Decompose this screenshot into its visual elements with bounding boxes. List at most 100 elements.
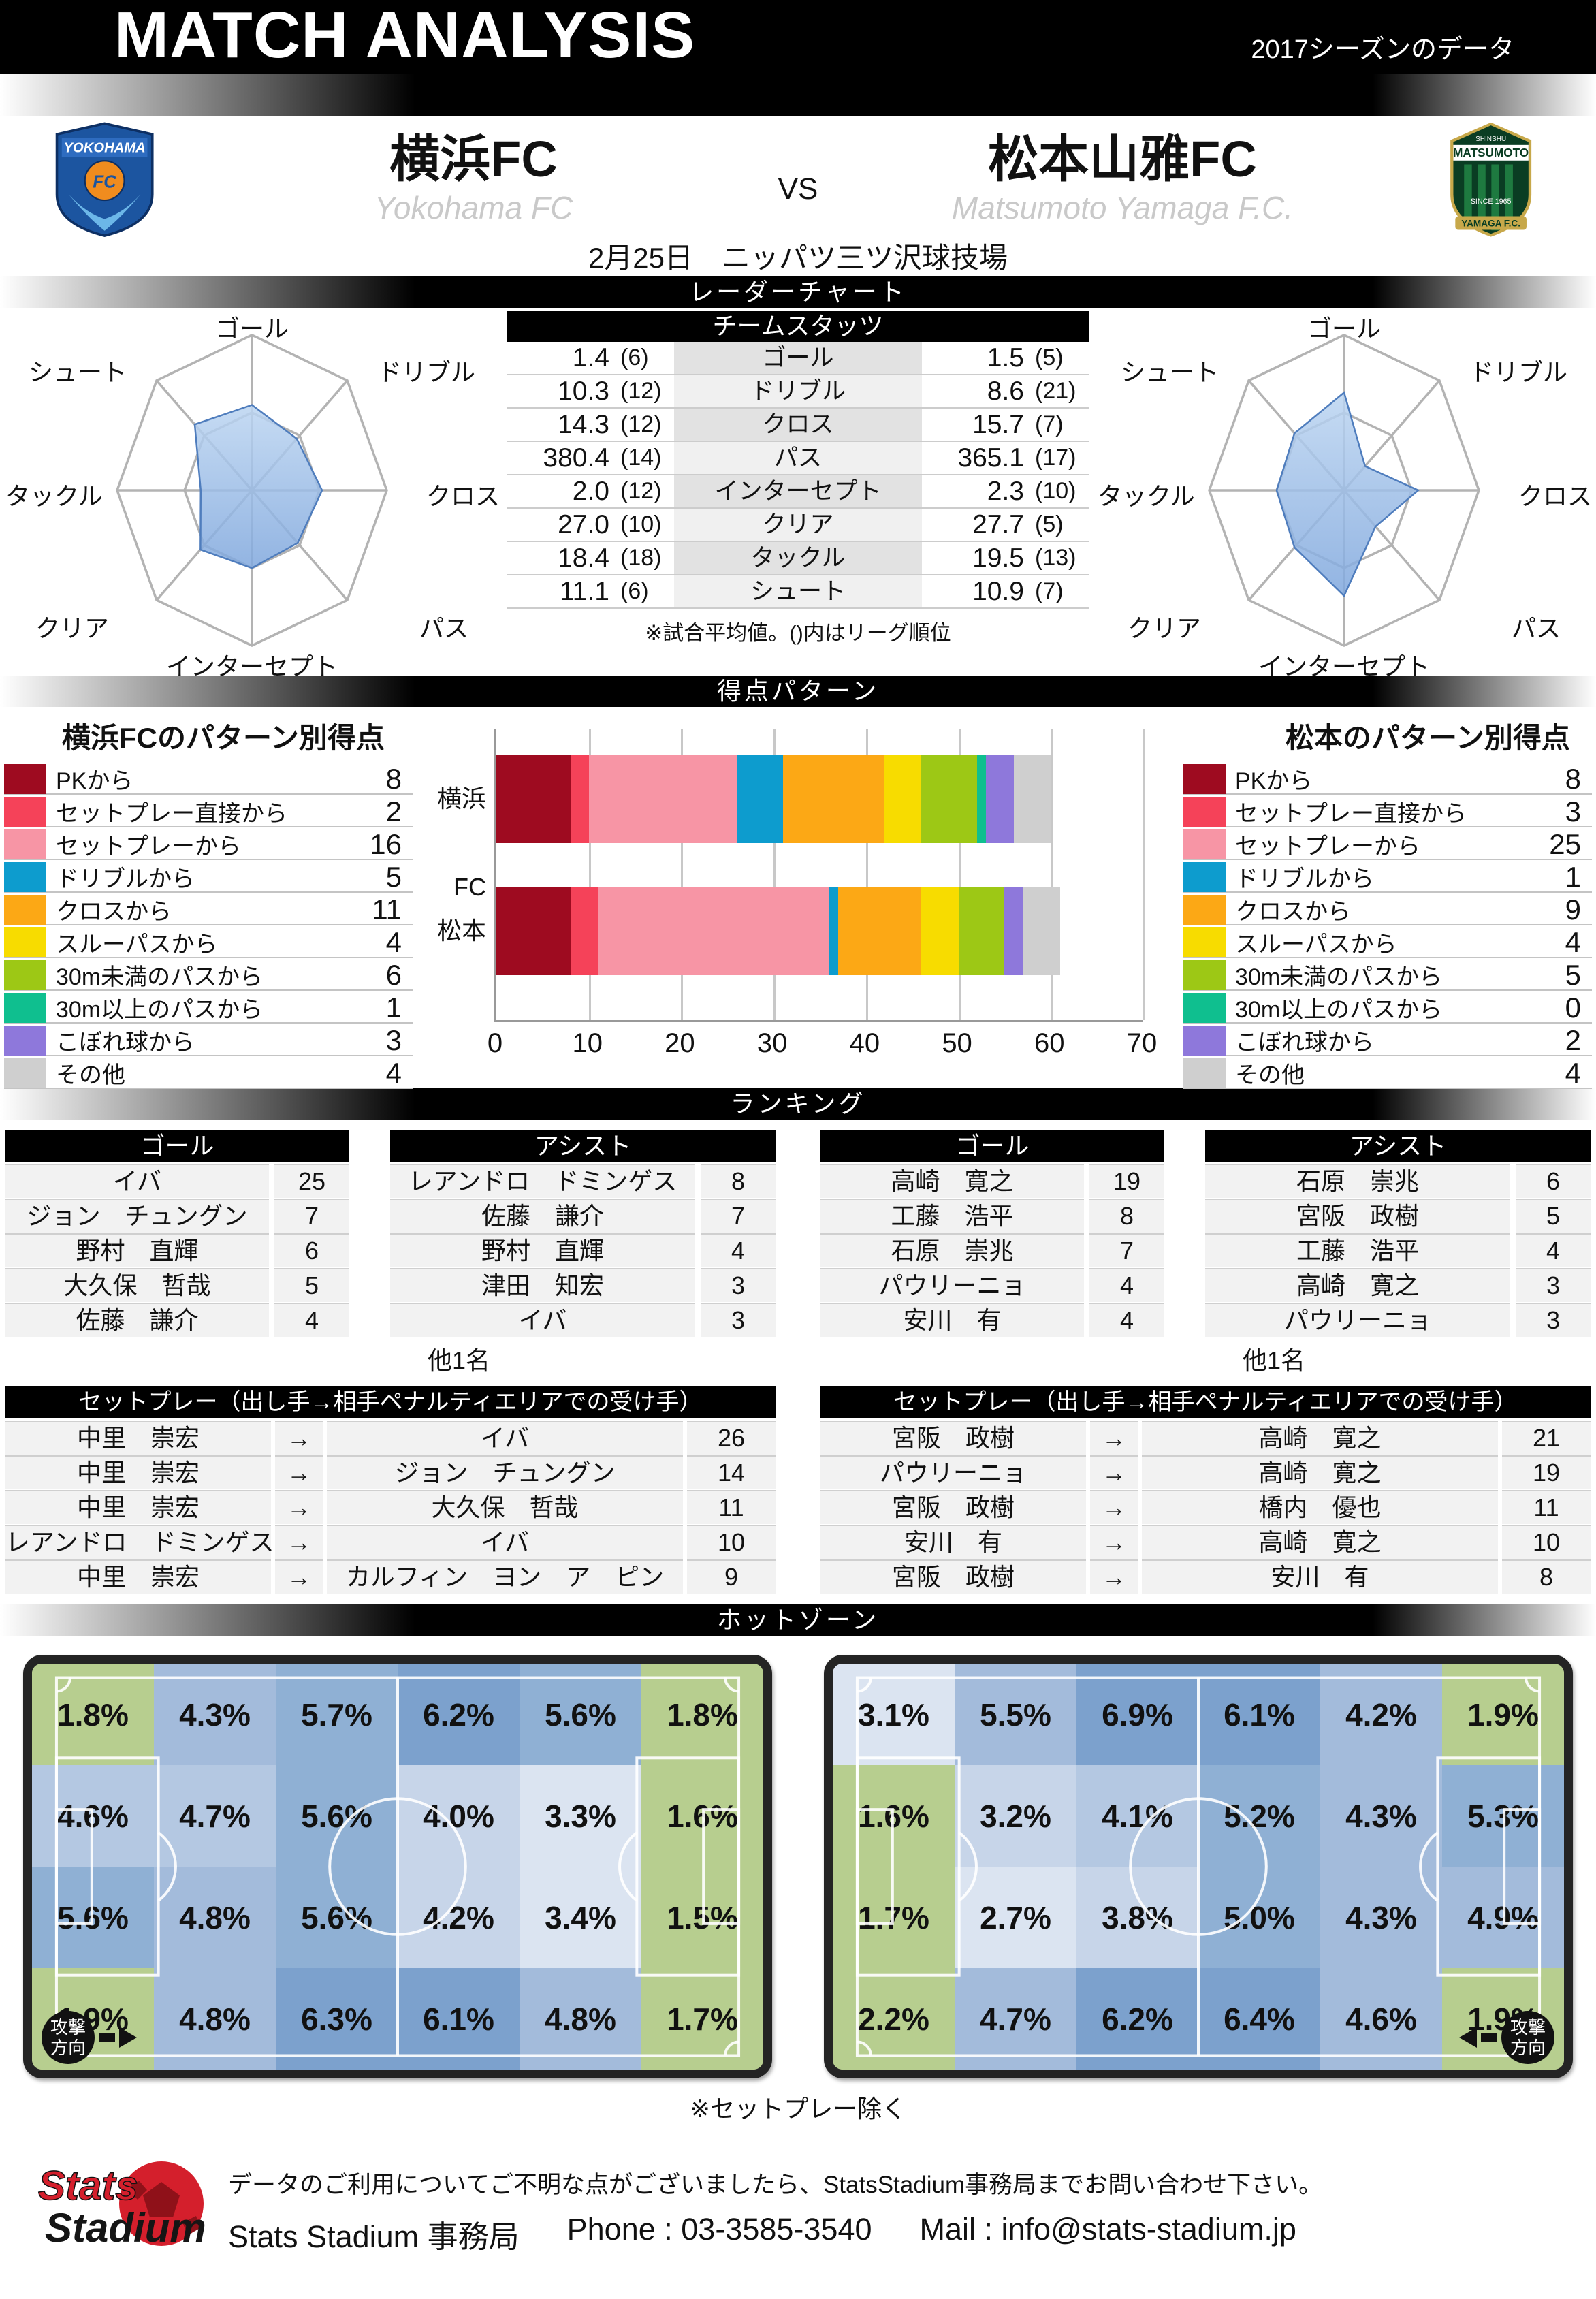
setplay-table-title: セットプレー（出し手→相手ペナルティエリアでの受け手） [5, 1386, 776, 1418]
bar-segment [976, 755, 987, 843]
hotzone-cell: 1.6% [833, 1765, 955, 1867]
radar-axis-label: インターセプト [165, 652, 338, 680]
home-value: 11.1 [559, 577, 609, 606]
radar-svg-home [116, 334, 388, 647]
home-rank: (12) [620, 411, 662, 437]
pattern-value: 1 [1565, 860, 1581, 893]
pattern-value: 9 [1565, 893, 1581, 925]
pattern-value: 3 [1565, 795, 1581, 827]
arrow-icon: → [1090, 1455, 1138, 1489]
player-value: 4 [1089, 1268, 1164, 1302]
table-row: ドリブルから 1 [1183, 860, 1592, 893]
table-row: 14.3 (12) クロス 15.7 (7) [507, 409, 1089, 442]
table-row: スルーパスから 4 [4, 925, 413, 958]
away-value: 365.1 [957, 443, 1024, 473]
pattern-value: 3 [385, 1024, 402, 1056]
pattern-label: こぼれ球から [1235, 1030, 1374, 1056]
receiver-name: カルフィン ヨン ア ピン [327, 1559, 683, 1594]
bar-category-label: 横浜FC [436, 784, 486, 901]
player-value: 3 [701, 1268, 776, 1302]
stacked-bar-away [496, 887, 1143, 975]
table-row: こぼれ球から 3 [4, 1024, 413, 1056]
bar-segment [570, 755, 589, 843]
setplay-table-title: セットプレー（出し手→相手ペナルティエリアでの受け手） [820, 1386, 1591, 1418]
home-setplay-table: セットプレー（出し手→相手ペナルティエリアでの受け手） 中里 崇宏 → イバ 26 中… [5, 1386, 776, 1594]
table-row: 石原 崇兆 7 [820, 1233, 1164, 1267]
stat-label: インターセプト [674, 475, 922, 507]
hotzone-section: 1.8% 4.3% 5.7% 6.2% 5.6% 1.8% 4.6% 4.7% 5.6% 4.0%… [0, 1636, 1596, 2078]
player-name: 安川 有 [820, 1303, 1084, 1337]
table-row: クロスから 9 [1183, 893, 1592, 925]
x-axis-ticks: 0 10 20 30 40 50 60 70 [488, 1028, 1157, 1062]
away-rank: (13) [1035, 545, 1076, 571]
home-pattern-table: 横浜FCのパターン別得点 PKから 8 セットプレー直接から 2 セットプレーから 1… [4, 707, 413, 1089]
legend-swatch [1183, 960, 1226, 990]
radar-axis-label: ドリブル [377, 358, 475, 386]
section-title-hotzone: ホットゾーン [0, 1604, 1596, 1636]
player-name: 野村 直輝 [5, 1233, 269, 1267]
bar-segment [598, 887, 829, 975]
hotzone-cell: 4.8% [520, 1968, 641, 2070]
hotzone-cell: 6.3% [276, 1968, 398, 2070]
receiver-name: 安川 有 [1142, 1559, 1498, 1594]
home-rank: (10) [620, 511, 662, 537]
logo-text: Stadium [45, 2205, 206, 2251]
table-row: パウリーニョ 3 [1205, 1303, 1591, 1337]
table-row: PKから 8 [1183, 762, 1592, 795]
table-row: レアンドロ ドミンゲス 8 [390, 1164, 776, 1198]
away-team-name-en: Matsumoto Yamaga F.C. [951, 190, 1294, 225]
team-stats-title: チームスタッツ [507, 311, 1089, 342]
radar-axis-label: ドリブル [1469, 358, 1567, 386]
passer-name: 中里 崇宏 [5, 1490, 271, 1524]
ranking-table-title: ゴール [820, 1130, 1164, 1162]
pattern-label: 30m未満のパスから [1235, 964, 1443, 990]
player-value: 7 [1089, 1233, 1164, 1267]
home-value: 380.4 [543, 443, 609, 473]
setplay-count: 21 [1502, 1421, 1591, 1455]
hotzone-cell: 5.6% [520, 1664, 641, 1765]
matsumoto-yamaga-crest-icon: SHINSHU MATSUMOTO SINCE 1965 YAMAGA F.C. [1450, 122, 1532, 237]
section-title-radar: レーダーチャート [0, 276, 1596, 308]
hotzone-cell: 4.1% [1076, 1765, 1198, 1867]
setplay-count: 11 [1502, 1490, 1591, 1524]
hotzone-cell: 6.1% [1198, 1664, 1320, 1765]
away-radar-chart: ゴール ドリブル クロス パス インターセプト クリア タックル シュート [1092, 308, 1596, 680]
player-name: 石原 崇兆 [1205, 1164, 1510, 1198]
gridline [588, 729, 591, 1020]
pattern-label: スルーパスから [1235, 932, 1397, 957]
pattern-label: スルーパスから [56, 932, 218, 957]
hotzone-cell: 3.3% [520, 1765, 641, 1867]
hotzone-cell: 5.6% [276, 1765, 398, 1867]
legend-swatch [1183, 861, 1226, 892]
table-row: セットプレー直接から 2 [4, 795, 413, 827]
hotzone-cell: 3.1% [833, 1664, 955, 1765]
away-value: 8.6 [987, 377, 1024, 406]
radar-axis-label: ゴール [214, 315, 289, 343]
setplay-count: 26 [687, 1421, 776, 1455]
legend-swatch [1183, 927, 1226, 957]
pattern-label: クロスから [56, 899, 172, 925]
player-name: イバ [5, 1164, 269, 1198]
stat-label: クロス [674, 409, 922, 441]
receiver-name: ジョン チュングン [327, 1455, 683, 1489]
legend-swatch [4, 829, 46, 859]
crest-text: MATSUMOTO [1453, 146, 1529, 159]
home-team-block: 横浜FC Yokohama FC [200, 131, 747, 227]
stat-label: ゴール [674, 342, 922, 374]
pattern-value: 11 [372, 893, 402, 925]
legend-swatch [4, 1025, 46, 1056]
crest-text: SINCE 1965 [1471, 197, 1512, 206]
home-rank: (6) [620, 345, 649, 370]
date-venue: 2月25日 ニッパツ三ツ沢球技場 [588, 242, 1008, 274]
hotzone-cell: 6.1% [398, 1968, 520, 2070]
home-rank: (18) [620, 545, 662, 571]
passer-name: レアンドロ ドミンゲス [5, 1525, 274, 1559]
legend-swatch [1183, 1058, 1226, 1088]
passer-name: パウリーニョ [820, 1455, 1086, 1489]
table-row: 中里 崇宏 → ジョン チュングン 14 [5, 1455, 776, 1489]
away-assist-ranking: アシスト 石原 崇兆 6 宮阪 政樹 5 工藤 浩平 4 高崎 寛之 3 パウリーニョ 3… [1205, 1130, 1591, 1380]
radar-axis-label: ゴール [1307, 315, 1381, 343]
bar-segment [986, 755, 1014, 843]
